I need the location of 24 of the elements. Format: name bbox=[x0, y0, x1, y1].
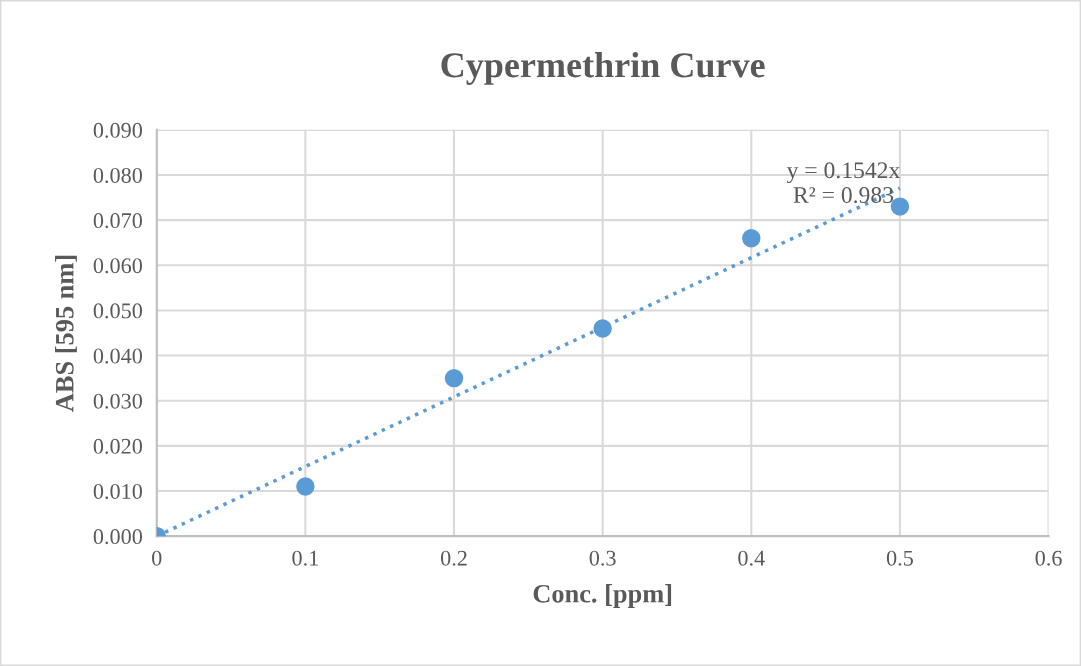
x-tick-label: 0.3 bbox=[589, 550, 616, 566]
x-tick-label: 0.1 bbox=[292, 550, 318, 566]
y-tick-label: 0.010 bbox=[93, 483, 143, 500]
y-tick-label: 0.080 bbox=[93, 167, 143, 184]
point bbox=[742, 229, 761, 248]
y-tick-label: 0.050 bbox=[93, 303, 143, 319]
point bbox=[296, 477, 315, 496]
point bbox=[444, 368, 464, 388]
x-tick-label: 0.5 bbox=[886, 550, 913, 566]
y-axis-title: ABS [595 nm] bbox=[55, 255, 77, 412]
chart-title: Cypermethrin Curve bbox=[441, 52, 765, 85]
x-axis-title: Conc. [ppm] bbox=[533, 584, 672, 608]
y-tick-label: 0.060 bbox=[93, 258, 143, 274]
point bbox=[593, 319, 612, 338]
y-tick-label: 0.090 bbox=[93, 122, 143, 138]
y-tick-label: 0.030 bbox=[93, 393, 143, 409]
x-tick-label: 0 bbox=[152, 550, 162, 566]
x-tick-label: 0.6 bbox=[1035, 550, 1062, 566]
x-tick-label: 0.2 bbox=[440, 550, 467, 566]
y-tick-label: 0.040 bbox=[93, 348, 143, 364]
x-tick-label: 0.4 bbox=[738, 550, 765, 566]
y-tick-label: 0.070 bbox=[93, 213, 143, 229]
y-tick-label: 0.020 bbox=[93, 438, 143, 454]
y-tick-label: 0.000 bbox=[93, 529, 143, 545]
